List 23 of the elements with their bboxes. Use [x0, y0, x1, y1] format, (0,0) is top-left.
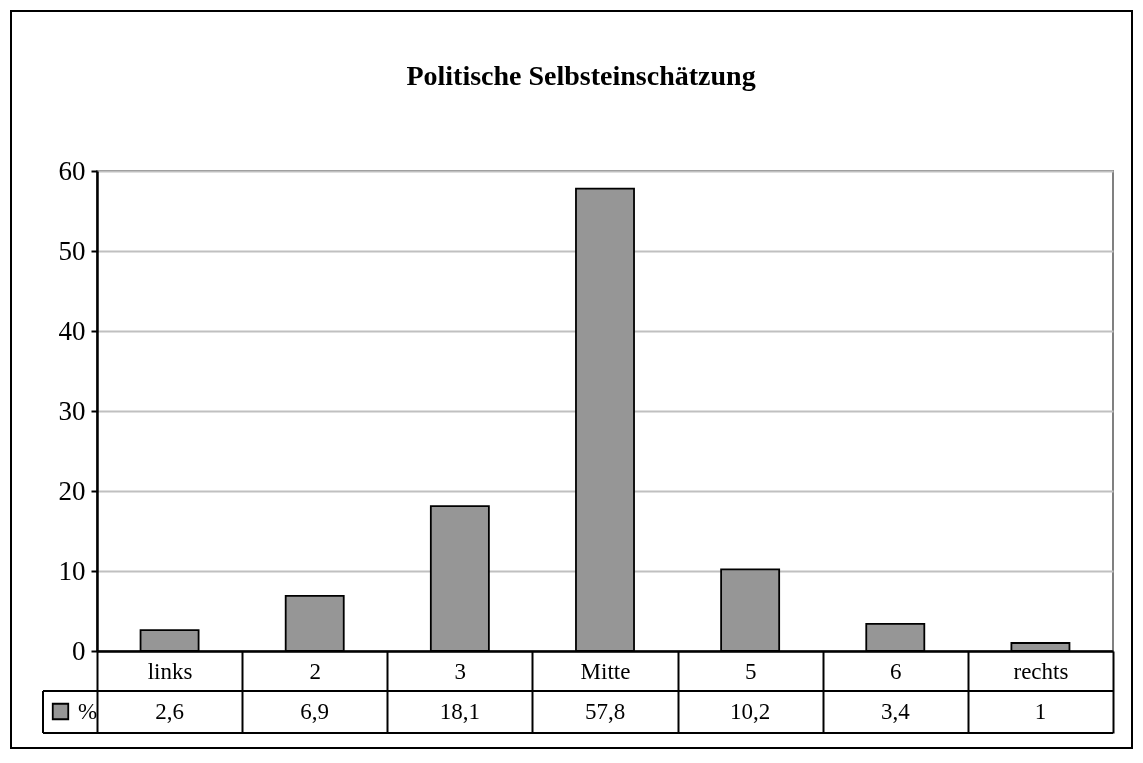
y-tick-label: 50 [58, 235, 86, 266]
data-label: 10,2 [730, 699, 771, 724]
y-tick-label: 60 [58, 155, 86, 186]
y-tick-label: 0 [72, 635, 86, 666]
data-label: 6,9 [300, 699, 330, 724]
x-tick-label: 5 [744, 658, 757, 684]
data-label: 18,1 [439, 699, 480, 724]
data-label: 1 [1034, 699, 1047, 724]
x-tick-label: 6 [890, 658, 902, 684]
y-tick-label: 10 [58, 555, 86, 586]
data-label: 57,8 [584, 699, 626, 724]
y-tick-label: 20 [58, 475, 86, 506]
y-tick-label: 40 [58, 315, 86, 346]
x-tick-label: rechts [1013, 658, 1069, 684]
x-tick-label: 2 [309, 658, 321, 684]
y-tick-label: 30 [58, 395, 86, 426]
chart-title: Politische Selbsteinschätzung [406, 60, 756, 91]
x-tick-label: Mitte [580, 658, 631, 684]
x-tick-label: 3 [454, 658, 467, 684]
data-label: 3,4 [880, 699, 911, 724]
x-tick-label: links [147, 658, 193, 684]
legend-label: % [78, 698, 98, 724]
data-label: 2,6 [155, 699, 184, 724]
